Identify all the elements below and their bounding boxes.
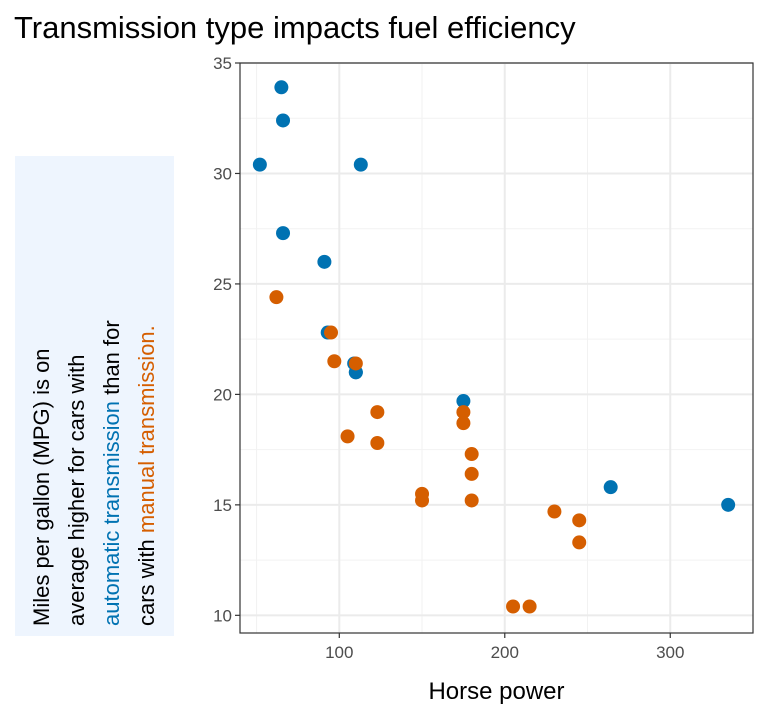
y-axis-label-box: Miles per gallon (MPG) is on average hig…	[15, 156, 174, 636]
manual-point	[464, 493, 479, 508]
manual-point	[572, 513, 587, 528]
x-tick-label: 100	[325, 643, 353, 662]
y-tick-label: 35	[213, 54, 232, 73]
manual-point	[547, 504, 562, 519]
manual-point	[324, 325, 339, 340]
manual-point	[572, 535, 587, 550]
chart-title: Transmission type impacts fuel efficienc…	[14, 10, 576, 45]
plot-panel-border	[239, 62, 754, 634]
y-tick-label: 20	[213, 385, 232, 404]
manual-point	[269, 290, 284, 305]
manual-point	[340, 429, 355, 444]
automatic-point	[276, 113, 291, 128]
manual-point	[456, 405, 471, 420]
y-tick-label: 10	[213, 606, 232, 625]
y-tick-label: 25	[213, 275, 232, 294]
x-tick-label: 300	[656, 643, 684, 662]
manual-point	[522, 599, 537, 614]
manual-point	[506, 599, 521, 614]
automatic-point	[456, 394, 471, 409]
manual-point	[370, 405, 385, 420]
manual-point	[370, 436, 385, 450]
automatic-point	[274, 80, 289, 95]
x-axis-label: Horse power	[428, 678, 564, 705]
manual-point	[348, 356, 363, 371]
y-tick-label: 15	[213, 496, 232, 515]
x-tick-label: 200	[491, 643, 519, 662]
manual-point	[456, 416, 471, 431]
manual-point	[464, 466, 479, 481]
automatic-point	[353, 157, 368, 172]
automatic-point	[603, 480, 618, 495]
automatic-point	[317, 254, 332, 269]
manual-point	[464, 447, 479, 462]
automatic-point	[252, 157, 267, 172]
manual-point	[327, 354, 342, 369]
automatic-point	[276, 226, 291, 241]
y-tick-label: 30	[213, 164, 232, 183]
automatic-point	[721, 497, 736, 512]
manual-point	[415, 493, 430, 508]
